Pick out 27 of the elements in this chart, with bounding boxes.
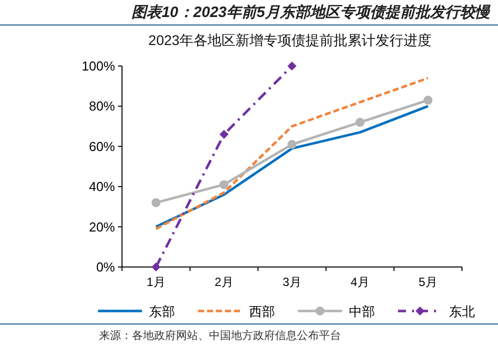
y-tick-label: 40% xyxy=(88,179,116,194)
chart-subtitle: 2023年各地区新增专项债提前批累计发行进度 xyxy=(148,32,432,48)
legend-label: 西部 xyxy=(249,304,275,319)
legend-label: 中部 xyxy=(349,304,375,319)
line-series xyxy=(154,76,430,230)
legend-label: 东部 xyxy=(149,304,175,319)
x-tick-label: 3月 xyxy=(282,275,302,289)
y-tick-label: 80% xyxy=(88,98,116,114)
chart-title: 图表10：2023年前5月东部地区专项债提前批发行较慢 xyxy=(132,3,491,21)
point xyxy=(356,118,364,127)
point xyxy=(220,130,228,139)
y-tick-label: 20% xyxy=(88,219,116,234)
y-tick-label: 60% xyxy=(88,138,116,154)
point xyxy=(220,180,228,190)
y-tick-label: 100% xyxy=(82,58,116,74)
x-tick-label: 4月 xyxy=(350,275,370,289)
x-tick-label: 5月 xyxy=(418,275,438,289)
point xyxy=(288,140,296,149)
x-tick-label: 1月 xyxy=(146,275,166,289)
point xyxy=(288,62,296,70)
y-tick-label: 0% xyxy=(96,260,116,274)
legend-label: 东北 xyxy=(449,304,475,319)
point xyxy=(152,198,160,208)
point xyxy=(424,96,432,105)
point xyxy=(152,262,160,272)
source-note: 来源：各地政府网站、中国地方政府信息公布平台 xyxy=(99,329,341,342)
x-tick-label: 2月 xyxy=(214,275,234,289)
